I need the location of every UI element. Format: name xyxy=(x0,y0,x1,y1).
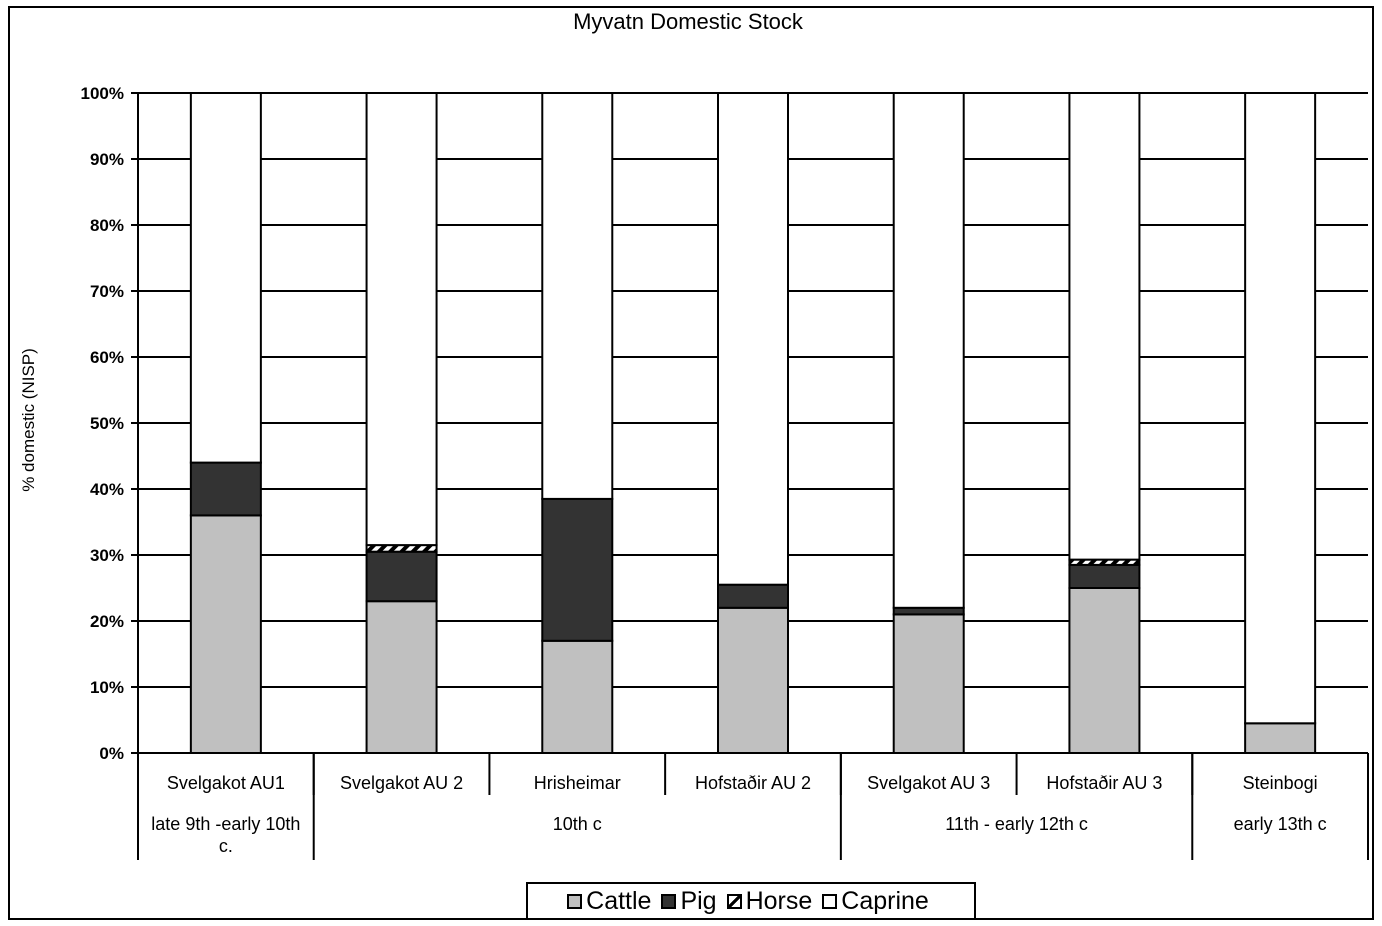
legend-item-pig: Pig xyxy=(661,886,717,916)
legend-item-horse: Horse xyxy=(726,886,813,916)
x-categories: Svelgakot AU1 Svelgakot AU 2 Hrisheimar Hof… xyxy=(151,773,1326,856)
legend-label: Cattle xyxy=(586,886,652,915)
category-label: Svelgakot AU 2 xyxy=(340,773,463,793)
bar-cattle-2 xyxy=(365,600,438,755)
period-label: early 13th c xyxy=(1234,814,1327,834)
y-tick-label: 100% xyxy=(81,84,124,103)
period-label: 10th c xyxy=(553,814,602,834)
category-label: Hofstaðir AU 2 xyxy=(695,773,811,793)
bar-caprine-1 xyxy=(189,92,262,464)
legend-label: Caprine xyxy=(841,886,929,915)
category-label: Steinbogi xyxy=(1243,773,1318,793)
bar-caprine-5 xyxy=(892,92,965,609)
bar-cattle-1 xyxy=(189,514,262,755)
category-label: Hofstaðir AU 3 xyxy=(1046,773,1162,793)
legend-label: Pig xyxy=(680,886,717,915)
y-tick-label: 50% xyxy=(90,414,124,433)
legend-swatch-cattle xyxy=(567,893,583,909)
bar-caprine-3 xyxy=(541,92,614,500)
chart-title: Myvatn Domestic Stock xyxy=(573,9,804,34)
bars xyxy=(189,92,1317,755)
y-tick-label: 0% xyxy=(99,744,124,763)
category-label: Hrisheimar xyxy=(534,773,621,793)
period-label: 11th - early 12th c xyxy=(945,814,1088,834)
axes xyxy=(131,92,1369,860)
y-axis-label: % domestic (NISP) xyxy=(19,348,38,492)
y-tick-label: 80% xyxy=(90,216,124,235)
legend-item-caprine: Caprine xyxy=(822,887,929,916)
legend-item-cattle: Cattle xyxy=(567,887,651,916)
bar-caprine-6 xyxy=(1068,92,1141,561)
bar-caprine-7 xyxy=(1244,92,1317,725)
bar-cattle-4 xyxy=(717,606,789,754)
bar-pig-6 xyxy=(1068,563,1141,590)
legend-label: Horse xyxy=(745,886,813,915)
y-tick-label: 70% xyxy=(90,282,124,301)
y-tick-label: 90% xyxy=(90,150,124,169)
bar-caprine-2 xyxy=(365,92,438,547)
legend-swatch-caprine xyxy=(822,893,838,909)
bar-pig-4 xyxy=(717,583,789,609)
bar-pig-3 xyxy=(541,497,614,642)
period-label: late 9th -early 10th c. xyxy=(151,814,300,856)
y-tick-label: 20% xyxy=(90,612,124,631)
category-label: Svelgakot AU1 xyxy=(167,773,285,793)
legend-swatch-pig xyxy=(661,893,677,909)
legend: Cattle Pig Horse Caprine xyxy=(526,882,976,920)
bar-pig-2 xyxy=(365,550,438,603)
y-tick-label: 30% xyxy=(90,546,124,565)
bar-pig-1 xyxy=(189,461,262,517)
bar-cattle-3 xyxy=(541,639,614,754)
legend-swatch-horse xyxy=(726,893,742,909)
category-label: Svelgakot AU 3 xyxy=(867,773,990,793)
bar-caprine-4 xyxy=(717,92,789,586)
y-tick-label: 40% xyxy=(90,480,124,499)
bar-cattle-6 xyxy=(1068,587,1141,754)
y-ticks: 0% 10% 20% 30% 40% 50% 60% 70% 80% 90% 100% xyxy=(81,84,124,763)
y-tick-label: 60% xyxy=(90,348,124,367)
y-tick-label: 10% xyxy=(90,678,124,697)
bar-cattle-7 xyxy=(1244,722,1317,754)
bar-cattle-5 xyxy=(892,613,965,755)
